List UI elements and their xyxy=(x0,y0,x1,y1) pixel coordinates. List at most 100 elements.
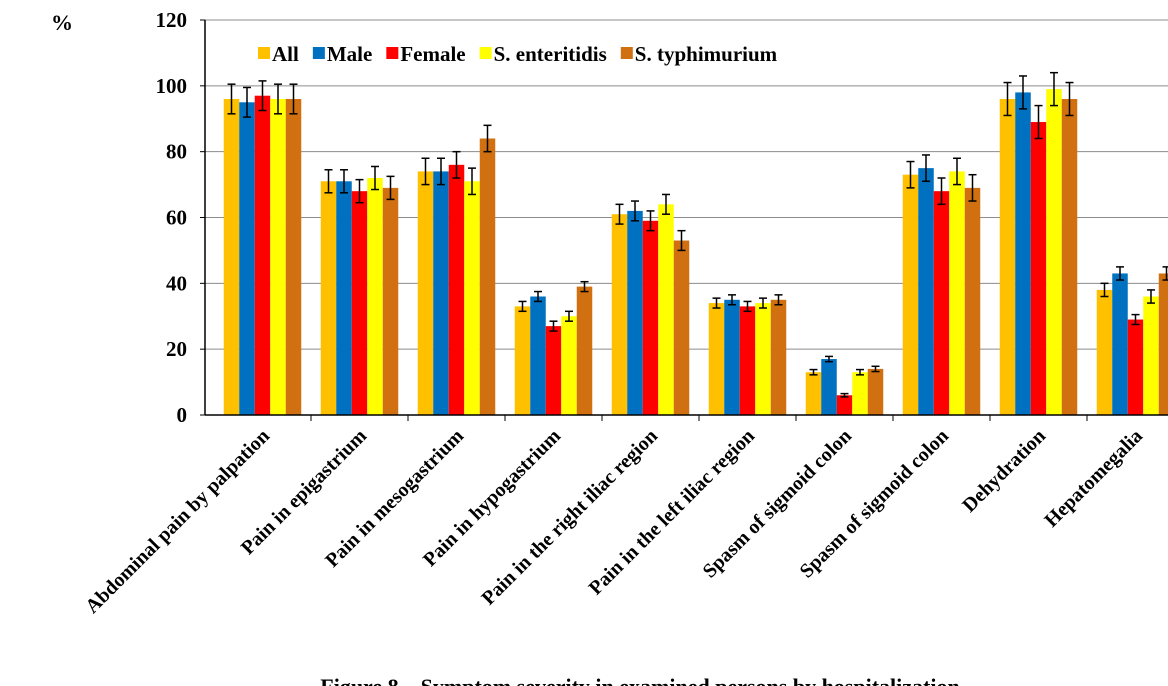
error-bar xyxy=(1003,81,1012,117)
bar xyxy=(239,102,255,416)
legend-label: S. typhimurium xyxy=(635,42,778,66)
x-tick-label: Hepatomegalia xyxy=(1040,425,1147,532)
error-bar xyxy=(565,310,573,322)
y-tick-label: 80 xyxy=(166,140,187,164)
error-bar xyxy=(1100,282,1109,298)
bar xyxy=(382,187,399,415)
legend-label: S. enteritidis xyxy=(494,42,607,66)
legend-swatch xyxy=(258,47,270,59)
bar xyxy=(514,306,531,415)
error-bar xyxy=(1050,71,1058,107)
legend-swatch xyxy=(479,47,492,59)
error-bar xyxy=(1162,266,1168,281)
bar xyxy=(867,368,884,415)
error-bar xyxy=(227,83,236,115)
bar xyxy=(755,303,771,415)
error-bar xyxy=(1116,266,1124,281)
y-axis-label: % xyxy=(51,10,73,35)
bar xyxy=(223,99,240,415)
bar xyxy=(1127,319,1144,415)
error-bar xyxy=(580,280,589,293)
error-bar xyxy=(631,200,639,222)
error-bar xyxy=(728,294,736,306)
y-tick-label: 100 xyxy=(156,74,188,98)
error-bar xyxy=(371,165,379,191)
bar xyxy=(285,99,302,415)
bar xyxy=(576,286,593,415)
x-tick-label: Abdominal pain by palpation xyxy=(81,425,274,618)
bar xyxy=(1015,92,1031,416)
error-bar xyxy=(968,173,977,202)
bar xyxy=(964,187,981,415)
bar xyxy=(627,210,643,415)
bar xyxy=(1061,99,1078,415)
bar xyxy=(658,204,674,415)
x-tick-label: Dehydration xyxy=(958,425,1050,517)
error-bar xyxy=(712,297,721,309)
error-bar xyxy=(483,124,492,153)
bar xyxy=(821,359,837,415)
error-bar xyxy=(825,355,833,363)
error-bar xyxy=(289,83,298,115)
legend-swatch xyxy=(312,47,325,59)
bar xyxy=(561,316,577,415)
bar xyxy=(479,138,496,415)
error-bar xyxy=(324,169,333,194)
bar xyxy=(1046,89,1062,415)
error-bar xyxy=(906,160,915,189)
error-bar xyxy=(274,83,282,115)
bar xyxy=(673,240,690,415)
error-bar xyxy=(1131,313,1140,326)
error-bar xyxy=(922,154,930,183)
bar xyxy=(949,171,965,415)
error-bar xyxy=(340,169,348,194)
error-bar xyxy=(549,320,558,332)
bar xyxy=(642,220,659,415)
y-tick-label: 0 xyxy=(177,403,188,427)
bar xyxy=(739,306,756,415)
error-bar xyxy=(386,175,395,201)
error-bar xyxy=(452,150,461,179)
error-bar xyxy=(468,167,476,196)
y-tick-label: 40 xyxy=(166,271,187,295)
x-tick-label: Pain in the left iliac region xyxy=(585,425,759,599)
error-bar xyxy=(421,157,430,186)
bar xyxy=(336,181,352,415)
legend-label: Female xyxy=(400,42,465,66)
bar xyxy=(918,168,934,415)
error-bar xyxy=(437,157,445,186)
y-tick-label: 120 xyxy=(156,8,188,32)
error-bar xyxy=(774,294,783,306)
error-bar xyxy=(615,203,624,225)
y-tick-label: 20 xyxy=(166,337,187,361)
error-bar xyxy=(646,210,655,232)
error-bar xyxy=(871,365,880,373)
error-bar xyxy=(856,368,864,376)
bar xyxy=(852,372,868,415)
error-bar xyxy=(809,368,818,376)
y-tick-label: 60 xyxy=(166,206,187,230)
bar xyxy=(805,372,822,415)
bar xyxy=(902,174,919,415)
error-bar xyxy=(759,297,767,309)
bar xyxy=(611,214,628,415)
x-tick-label: Pain in the right iliac region xyxy=(477,425,662,610)
legend-label: All xyxy=(272,42,299,66)
error-bar xyxy=(1019,75,1027,110)
bar xyxy=(464,181,480,415)
error-bar xyxy=(937,177,946,206)
error-bar xyxy=(534,290,542,303)
legend-swatch xyxy=(386,47,399,59)
error-bar xyxy=(677,229,686,252)
error-bar xyxy=(743,300,752,313)
error-bar xyxy=(662,193,670,215)
error-bar xyxy=(518,300,527,313)
bar xyxy=(448,164,465,415)
bar xyxy=(1158,273,1168,415)
bar xyxy=(1143,296,1159,415)
bar xyxy=(433,171,449,415)
bar xyxy=(708,303,725,415)
bar xyxy=(724,299,740,415)
error-bar xyxy=(840,392,849,398)
